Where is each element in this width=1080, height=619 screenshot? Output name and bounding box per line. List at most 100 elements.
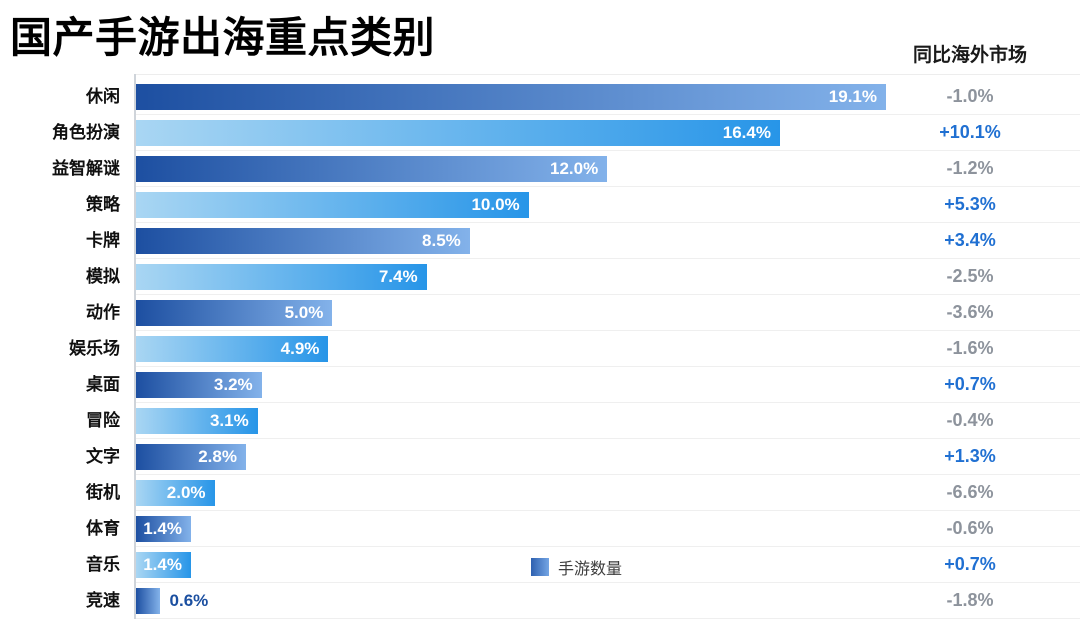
chart-row: 桌面 3.2% +0.7% (0, 367, 1080, 403)
bar: 3.1% (136, 408, 258, 434)
bar-value-label: 19.1% (828, 87, 877, 106)
yoy-value: +10.1% (939, 122, 1001, 142)
yoy-value: -0.4% (946, 410, 994, 430)
category-label: 动作 (86, 303, 120, 322)
chart-row: 娱乐场 4.9% -1.6% (0, 331, 1080, 367)
bar-value-label: 8.5% (422, 231, 461, 250)
bar: 2.8% (136, 444, 246, 470)
chart-row: 文字 2.8% +1.3% (0, 439, 1080, 475)
bar: 2.0% (136, 480, 215, 506)
row-body: 0.6% -1.8% (136, 583, 1080, 619)
legend-swatch-icon (531, 558, 549, 576)
bar-track: 5.0% (136, 295, 886, 330)
yoy-value: -1.2% (946, 158, 994, 178)
row-body: 2.0% -6.6% (136, 475, 1080, 511)
yoy-value: +0.7% (944, 374, 996, 394)
chart-row: 街机 2.0% -6.6% (0, 475, 1080, 511)
bar-value-label: 10.0% (471, 195, 520, 214)
bar-track: 10.0% (136, 187, 886, 222)
yoy-column-header: 同比海外市场 (912, 45, 1027, 66)
row-body: 1.4% +0.7% (136, 547, 1080, 583)
bar-track: 3.2% (136, 367, 886, 402)
bar-value-label: 1.4% (143, 519, 182, 538)
yoy-value: -1.0% (946, 86, 994, 106)
yoy-value: -1.6% (946, 338, 994, 358)
page-title: 国产手游出海重点类别 (10, 14, 436, 61)
bar: 1.4% (136, 516, 191, 542)
category-label: 文字 (86, 447, 120, 466)
bar-track: 2.0% (136, 475, 886, 510)
bar-track: 12.0% (136, 151, 886, 186)
bar-value-label: 16.4% (722, 123, 771, 142)
bar-track: 3.1% (136, 403, 886, 438)
bar: 3.2% (136, 372, 262, 398)
category-label: 卡牌 (86, 231, 120, 250)
bar: 19.1% (136, 84, 886, 110)
chart-row: 动作 5.0% -3.6% (0, 295, 1080, 331)
bar-track: 2.8% (136, 439, 886, 474)
bar-track: 8.5% (136, 223, 886, 258)
chart-row: 益智解谜 12.0% -1.2% (0, 151, 1080, 187)
chart-row: 角色扮演 16.4% +10.1% (0, 115, 1080, 151)
y-axis-line (134, 74, 136, 619)
bar-track: 1.4% (136, 547, 886, 582)
bar: 10.0% (136, 192, 529, 218)
category-label: 模拟 (86, 267, 120, 286)
bar-value-label: 7.4% (378, 267, 418, 286)
bar-value-label: 12.0% (550, 159, 599, 178)
row-body: 2.8% +1.3% (136, 439, 1080, 475)
bar: 7.4% (136, 264, 427, 290)
bar: 5.0% (136, 300, 333, 326)
category-label: 策略 (86, 195, 120, 214)
category-label: 街机 (86, 483, 120, 502)
bar: 4.9% (136, 336, 329, 362)
category-label: 益智解谜 (52, 159, 120, 178)
chart-row: 策略 10.0% +5.3% (0, 187, 1080, 223)
bar-value-label: 4.9% (280, 339, 320, 358)
category-label: 冒险 (86, 411, 120, 430)
yoy-value: +5.3% (944, 194, 996, 214)
bar: 1.4% (136, 552, 191, 578)
chart-row: 休闲 19.1% -1.0% (0, 79, 1080, 115)
bar-track: 4.9% (136, 331, 886, 366)
yoy-value: +0.7% (944, 554, 996, 574)
bar-track: 16.4% (136, 115, 886, 150)
category-label: 音乐 (86, 555, 120, 574)
bar-track: 1.4% (136, 511, 886, 546)
chart-row: 音乐 1.4% +0.7% (0, 547, 1080, 583)
yoy-value: -2.5% (946, 266, 994, 286)
chart-row: 竞速 0.6% -1.8% (0, 583, 1080, 619)
row-body: 3.2% +0.7% (136, 367, 1080, 403)
row-body: 1.4% -0.6% (136, 511, 1080, 547)
row-body: 16.4% +10.1% (136, 115, 1080, 151)
yoy-value: +1.3% (944, 446, 996, 466)
category-label: 桌面 (86, 375, 120, 394)
yoy-value: -1.8% (946, 590, 994, 610)
chart-row: 卡牌 8.5% +3.4% (0, 223, 1080, 259)
chart-row: 冒险 3.1% -0.4% (0, 403, 1080, 439)
row-body: 19.1% -1.0% (136, 79, 1080, 115)
bar-value-label: 5.0% (284, 303, 324, 322)
yoy-value: -0.6% (946, 518, 994, 538)
bar (136, 588, 160, 614)
legend: 手游数量 (531, 555, 622, 579)
chart-top-gridline (136, 74, 1080, 75)
legend-label: 手游数量 (558, 561, 623, 578)
chart-row: 模拟 7.4% -2.5% (0, 259, 1080, 295)
category-label: 竞速 (86, 591, 120, 610)
bar-value-label: 1.4% (143, 555, 182, 574)
bar-value-label: 3.2% (213, 375, 253, 394)
bar-track: 7.4% (136, 259, 886, 294)
bar-track: 0.6% (136, 583, 886, 618)
yoy-value: -6.6% (946, 482, 994, 502)
bar-value-label: 2.8% (198, 447, 237, 466)
bar-value-label: 3.1% (209, 411, 249, 430)
chart-row: 体育 1.4% -0.6% (0, 511, 1080, 547)
bar-track: 19.1% (136, 79, 886, 114)
row-body: 5.0% -3.6% (136, 295, 1080, 331)
bar-value-label: 2.0% (166, 483, 206, 502)
category-label: 体育 (86, 519, 120, 538)
category-label: 角色扮演 (52, 123, 120, 142)
row-body: 7.4% -2.5% (136, 259, 1080, 295)
